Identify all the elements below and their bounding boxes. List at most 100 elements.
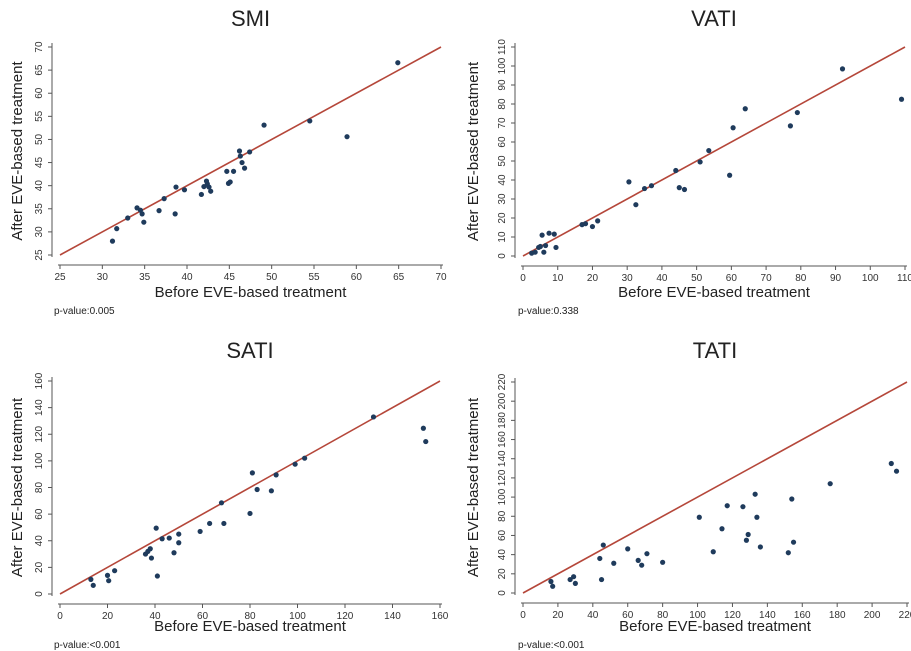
- p-value-sati: p-value:<0.001: [54, 640, 121, 651]
- data-point-sati: [88, 576, 94, 582]
- data-point-tati: [660, 559, 666, 565]
- data-point-vati: [697, 159, 703, 165]
- y-tick-label-smi: 55: [34, 110, 45, 122]
- data-point-vati: [742, 106, 748, 112]
- x-tick-label-tati: 80: [657, 610, 669, 621]
- y-tick-label-tati: 60: [497, 529, 508, 541]
- data-point-smi: [236, 148, 243, 154]
- y-tick-label-vati: 50: [497, 155, 508, 167]
- y-axis-label-smi: After EVE-based treatment: [9, 61, 26, 241]
- x-axis-label-smi: Before EVE-based treatment: [155, 284, 348, 301]
- data-point-tati: [745, 531, 751, 538]
- data-point-sati: [302, 455, 308, 461]
- y-tick-label-sati: 100: [34, 452, 45, 469]
- x-tick-label-vati: 0: [520, 273, 526, 284]
- scatter-panel-vati: VATI 0 10 20 30 40 50 60 70 80 90 100 110 0 10 20 30 40 50…: [456, 0, 911, 325]
- x-tick-label-tati: 100: [689, 610, 706, 621]
- y-tick-label-vati: 40: [497, 174, 508, 186]
- y-tick-label-tati: 20: [497, 568, 508, 580]
- x-tick-label-smi: 35: [139, 272, 151, 283]
- data-point-tati: [625, 546, 631, 552]
- data-point-tati: [754, 514, 760, 520]
- y-tick-label-tati: 200: [497, 392, 508, 409]
- p-value-vati: p-value:0.338: [518, 306, 579, 317]
- data-point-smi: [161, 196, 167, 202]
- x-axis-label-tati: Before EVE-based treatment: [619, 618, 812, 635]
- x-tick-label-tati: 220: [899, 610, 911, 621]
- x-tick-label-smi: 30: [97, 272, 109, 283]
- data-point-smi: [109, 238, 116, 244]
- y-tick-label-vati: 70: [497, 117, 508, 129]
- data-point-vati: [542, 242, 549, 249]
- x-tick-label-tati: 180: [829, 610, 846, 621]
- y-tick-label-vati: 90: [497, 79, 508, 91]
- data-point-sati: [370, 414, 377, 420]
- data-point-sati: [90, 582, 96, 588]
- data-point-smi: [172, 211, 178, 217]
- x-tick-label-tati: 20: [552, 610, 564, 621]
- data-point-smi: [261, 122, 267, 128]
- data-point-vati: [589, 223, 596, 230]
- y-tick-label-tati: 100: [497, 488, 508, 505]
- x-tick-label-tati: 40: [587, 610, 599, 621]
- data-point-vati: [626, 179, 632, 185]
- data-point-smi: [114, 226, 120, 232]
- x-tick-label-smi: 65: [393, 272, 405, 283]
- x-tick-label-vati: 80: [795, 273, 807, 284]
- chart-title-sati: SATI: [226, 338, 273, 363]
- x-tick-label-sati: 140: [384, 611, 401, 622]
- x-tick-label-tati: 60: [622, 610, 634, 621]
- x-tick-label-sati: 40: [149, 611, 161, 622]
- y-tick-label-vati: 0: [497, 253, 508, 259]
- data-point-smi: [173, 184, 179, 190]
- data-point-sati: [154, 573, 160, 579]
- data-point-sati: [166, 535, 172, 541]
- data-point-tati: [752, 491, 758, 497]
- data-point-tati: [696, 514, 702, 520]
- y-tick-label-sati: 60: [34, 508, 45, 520]
- y-tick-label-vati: 110: [497, 39, 508, 55]
- y-tick-label-smi: 25: [34, 249, 45, 261]
- x-tick-label-sati: 120: [337, 611, 354, 622]
- data-point-vati: [537, 243, 543, 250]
- x-tick-label-smi: 70: [435, 272, 447, 283]
- data-point-tati: [550, 583, 556, 589]
- x-tick-label-tati: 140: [759, 610, 776, 621]
- data-point-sati: [292, 461, 298, 467]
- data-point-tati: [743, 537, 750, 543]
- data-point-smi: [208, 188, 214, 194]
- y-tick-label-sati: 40: [34, 535, 45, 547]
- data-point-vati: [898, 96, 905, 102]
- x-axis-label-sati: Before EVE-based treatment: [154, 618, 347, 635]
- x-tick-label-vati: 90: [830, 273, 842, 284]
- data-point-tati: [724, 503, 730, 509]
- data-point-sati: [207, 520, 213, 527]
- data-point-vati: [676, 185, 682, 191]
- y-tick-label-tati: 180: [497, 412, 508, 429]
- data-point-tati: [600, 542, 606, 548]
- scatter-plot-tati: TATI 0 20 40 60 80 100 120 140 160 180 200 220 0 20 40 6…: [465, 338, 911, 635]
- reference-line-vati: [522, 46, 906, 257]
- data-point-vati: [541, 249, 547, 255]
- y-tick-label-sati: 0: [34, 591, 45, 597]
- y-tick-label-vati: 100: [497, 57, 508, 74]
- y-tick-label-vati: 80: [497, 98, 508, 110]
- x-tick-label-tati: 200: [864, 610, 881, 621]
- y-tick-label-smi: 30: [34, 226, 45, 238]
- data-point-sati: [104, 572, 111, 578]
- y-tick-label-vati: 30: [497, 193, 508, 205]
- x-tick-label-tati: 160: [794, 610, 811, 621]
- x-tick-label-smi: 60: [351, 272, 363, 283]
- data-point-sati: [159, 536, 165, 542]
- x-tick-label-sati: 80: [244, 611, 256, 622]
- x-tick-label-smi: 55: [308, 272, 320, 283]
- data-point-tati: [567, 576, 573, 583]
- scatter-plot-sati: SATI 0 20 40 60 80 100 120 140 160 0 20 40 60 80 100 120…: [9, 338, 449, 635]
- x-tick-label-vati: 100: [862, 273, 879, 284]
- y-tick-label-vati: 20: [497, 212, 508, 224]
- data-point-tati: [611, 560, 617, 566]
- y-tick-label-sati: 140: [34, 399, 45, 416]
- data-point-tati: [639, 562, 645, 568]
- scatter-panel-tati: TATI 0 20 40 60 80 100 120 140 160 180 200 220 0 20 40 6…: [456, 326, 911, 651]
- data-point-tati: [635, 557, 641, 563]
